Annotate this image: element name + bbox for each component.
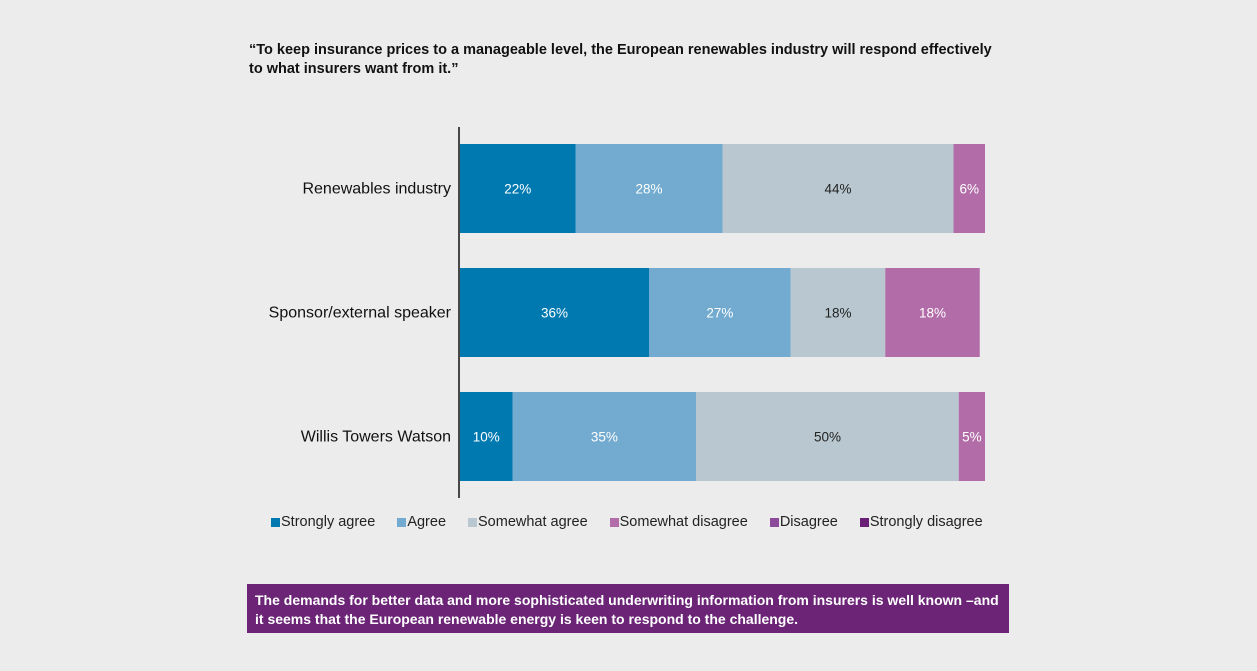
- legend-swatch: [769, 517, 779, 527]
- legend-label: Strongly agree: [281, 514, 376, 530]
- legend-label: Agree: [407, 514, 447, 530]
- bar-segment: [953, 144, 985, 233]
- callout-box: The demands for better data and more sop…: [247, 584, 1009, 633]
- data-label: 10%: [473, 430, 500, 445]
- data-label: 22%: [504, 182, 531, 197]
- legend-swatch: [859, 517, 869, 527]
- data-label: 36%: [541, 306, 568, 321]
- bar-segment: [460, 392, 513, 481]
- data-label: 6%: [959, 182, 979, 197]
- bars-group: Renewables industry 22% 28% 44% 6% Sponsor/ex…: [269, 144, 985, 481]
- legend-label: Somewhat disagree: [619, 514, 748, 530]
- bar-segment: [460, 144, 576, 233]
- data-label: 28%: [635, 182, 662, 197]
- category-label: Willis Towers Watson: [301, 429, 451, 446]
- bar-segment: [958, 392, 985, 481]
- bar-segment: [460, 268, 649, 357]
- data-label: 27%: [706, 306, 733, 321]
- legend-swatch: [609, 517, 619, 527]
- legend-item: Somewhat disagree: [609, 514, 748, 530]
- data-label: 18%: [919, 306, 946, 321]
- stacked-bar-chart: Renewables industry 22% 28% 44% 6% Sponsor/ex…: [269, 127, 985, 498]
- data-label: 5%: [962, 430, 982, 445]
- legend-label: Somewhat agree: [478, 514, 588, 530]
- chart-title: “To keep insurance prices to a manageabl…: [249, 42, 992, 77]
- legend-swatch: [468, 517, 478, 527]
- legend-label: Disagree: [779, 514, 838, 530]
- data-label: 44%: [824, 182, 851, 197]
- bar-segment: [575, 144, 723, 233]
- legend-item: Disagree: [769, 514, 838, 530]
- legend-swatch: [271, 517, 280, 527]
- legend-item: Agree: [397, 514, 446, 530]
- legend-item: Strongly disagree: [859, 514, 983, 530]
- category-label: Renewables industry: [302, 181, 451, 198]
- legend-label: Strongly disagree: [869, 514, 983, 530]
- data-label: 18%: [824, 306, 851, 321]
- legend-swatch: [397, 517, 407, 527]
- legend-item: Strongly agree: [271, 514, 375, 530]
- legend-item: Somewhat agree: [468, 514, 588, 530]
- bar-segment: [696, 392, 959, 481]
- bar-segment: [722, 144, 954, 233]
- bar-segment: [512, 392, 697, 481]
- chart-legend: Strongly agree Agree Somewhat agree Somewha…: [271, 514, 1005, 530]
- category-label: Sponsor/external speaker: [269, 305, 452, 322]
- bar-segment: [885, 268, 980, 357]
- bar-segment: [649, 268, 791, 357]
- bar-segment: [790, 268, 886, 357]
- data-label: 35%: [591, 430, 618, 445]
- data-label: 50%: [814, 430, 841, 445]
